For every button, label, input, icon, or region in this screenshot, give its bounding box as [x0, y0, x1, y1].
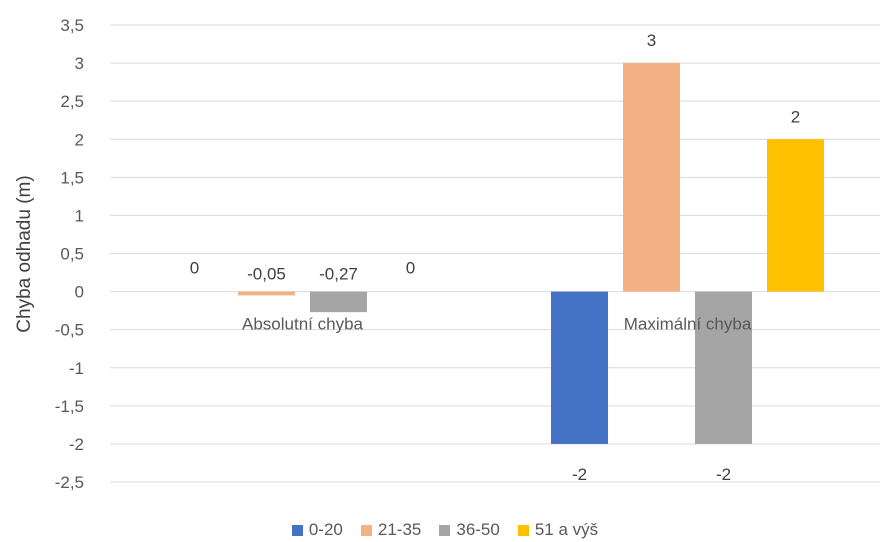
- bar: [695, 291, 752, 444]
- y-tick-label: 2: [75, 130, 84, 149]
- data-labels: 0 -0,05 -0,27 0 -2 3 -2 2: [190, 31, 800, 484]
- data-label: -0,05: [247, 265, 286, 284]
- y-tick-label: 3,5: [60, 16, 84, 35]
- y-tick-label: -0,5: [55, 321, 84, 340]
- bar: [238, 291, 295, 296]
- bar: [310, 291, 367, 313]
- legend: 0-20 21-35 36-50 51 a výš: [0, 520, 890, 540]
- data-label: 0: [190, 259, 199, 278]
- category-label: Maximální chyba: [624, 315, 752, 334]
- y-tick-label: 1,5: [60, 168, 84, 187]
- y-tick-label: 0,5: [60, 245, 84, 264]
- y-tick-label: -2,5: [55, 473, 84, 492]
- legend-label: 0-20: [308, 520, 343, 539]
- legend-label: 51 a výš: [534, 520, 599, 539]
- data-label: 0: [406, 259, 415, 278]
- bar: [767, 139, 824, 292]
- legend-label: 21-35: [377, 520, 422, 539]
- legend-item: 0-20: [291, 520, 343, 540]
- y-tick-label: -1: [69, 359, 84, 378]
- legend-swatch: [439, 524, 451, 536]
- legend-item: 21-35: [360, 520, 422, 540]
- y-tick-label: -1,5: [55, 397, 84, 416]
- legend-label: 36-50: [456, 520, 500, 539]
- bar: [623, 63, 680, 292]
- bars: [238, 63, 824, 444]
- gridlines: [110, 24, 880, 483]
- legend-swatch: [517, 524, 529, 536]
- y-axis-title: Chyba odhadu (m): [14, 175, 35, 332]
- y-tick-label: -2: [69, 435, 84, 454]
- data-label: -2: [572, 465, 587, 484]
- legend-swatch: [291, 524, 303, 536]
- y-tick-label: 1: [75, 206, 84, 225]
- legend-item: 36-50: [439, 520, 500, 540]
- category-label: Absolutní chyba: [242, 315, 364, 334]
- legend-item: 51 a výš: [517, 520, 599, 540]
- data-label: -2: [716, 465, 731, 484]
- y-tick-label: 2,5: [60, 92, 84, 111]
- y-tick-label: 3: [75, 54, 84, 73]
- data-label: 3: [647, 31, 656, 50]
- legend-swatch: [360, 524, 372, 536]
- data-label: 2: [791, 107, 800, 126]
- data-label: -0,27: [319, 265, 358, 284]
- bar: [551, 291, 608, 444]
- bar-chart: 3,5 3 2,5 2 1,5 1 0,5 0 -0,5 -1 -1,5 -2 -2,5 0 -0,05 -…: [14, 16, 880, 492]
- y-axis-ticks: 3,5 3 2,5 2 1,5 1 0,5 0 -0,5 -1 -1,5 -2 -2,5: [55, 16, 84, 492]
- category-labels: Absolutní chyba Maximální chyba: [242, 315, 752, 334]
- y-tick-label: 0: [75, 283, 84, 302]
